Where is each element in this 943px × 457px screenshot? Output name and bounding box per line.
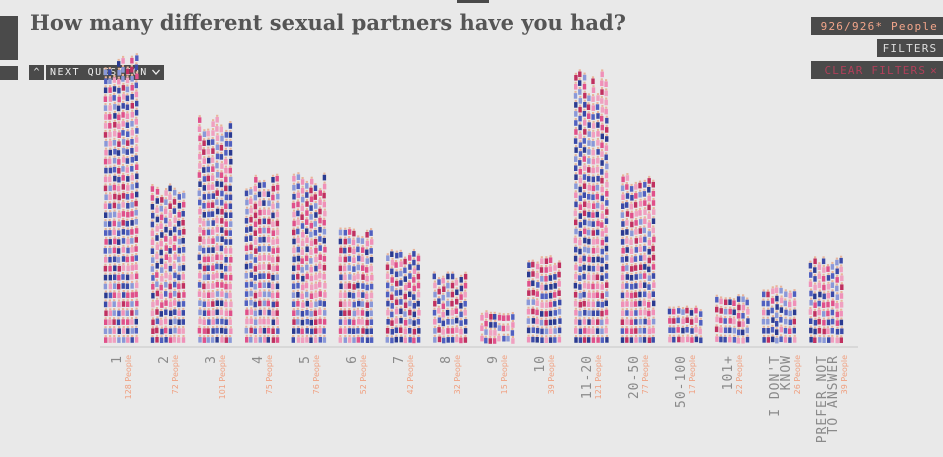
people-count-label: 926/926* People — [820, 19, 938, 33]
count-label-3: 101 People — [218, 355, 227, 399]
bar-15[interactable] — [761, 285, 797, 344]
question-title: How many different sexual partners have … — [30, 10, 626, 35]
category-label-11: 11-20 — [580, 355, 595, 399]
count-label-1: 128 People — [124, 355, 133, 399]
top-tab[interactable] — [457, 0, 489, 3]
count-label-10: 39 People — [547, 355, 556, 394]
count-label-9: 15 People — [500, 355, 509, 394]
bar-3[interactable] — [197, 114, 233, 343]
bar-1[interactable] — [103, 53, 139, 343]
category-label-16-line-2: TO ANSWER — [826, 355, 841, 434]
count-label-8: 32 People — [453, 355, 462, 394]
previous-question-button[interactable]: ^ — [29, 65, 44, 80]
category-label-9: 9 — [486, 355, 501, 364]
next-question-label: NEXT QUESTION — [50, 67, 148, 78]
chevron-up-icon: ^ — [33, 67, 40, 78]
bar-8[interactable] — [432, 271, 468, 344]
chevron-down-icon — [151, 67, 160, 78]
count-label-2: 72 People — [171, 355, 180, 394]
category-label-15-line-2: KNOW — [779, 355, 794, 390]
bar-14[interactable] — [714, 294, 750, 344]
count-label-11: 121 People — [594, 355, 603, 399]
category-label-7: 7 — [392, 355, 407, 364]
bar-12[interactable] — [620, 173, 656, 343]
bar-16[interactable] — [808, 255, 844, 344]
filters-label: FILTERS — [882, 41, 938, 55]
bar-2[interactable] — [150, 183, 186, 343]
clear-filters-button[interactable]: CLEAR FILTERS ✕ — [811, 61, 943, 79]
count-label-12: 77 People — [641, 355, 650, 394]
side-panel-tab-small[interactable] — [0, 66, 18, 80]
count-label-4: 75 People — [265, 355, 274, 394]
category-label-2: 2 — [157, 355, 172, 364]
category-label-12: 20-50 — [627, 355, 642, 399]
close-icon: ✕ — [930, 63, 938, 77]
clear-filters-label: CLEAR FILTERS — [824, 63, 927, 77]
people-count-badge: 926/926* People — [811, 17, 943, 35]
category-label-5: 5 — [298, 355, 313, 364]
bar-7[interactable] — [385, 248, 421, 344]
filters-button[interactable]: FILTERS — [877, 39, 943, 57]
side-panel-tab[interactable] — [0, 16, 18, 60]
count-label-16: 39 People — [840, 355, 849, 394]
category-label-13: 50-100 — [674, 355, 689, 408]
bars — [103, 53, 844, 344]
category-labels: 1 128 People 2 72 People 3 101 People 4 75 Peop… — [110, 355, 849, 443]
count-label-5: 76 People — [312, 355, 321, 394]
category-label-15-line-1: I DON'T — [768, 355, 783, 417]
bar-9[interactable] — [480, 310, 515, 344]
count-label-15: 26 People — [793, 355, 802, 394]
category-label-1: 1 — [110, 355, 125, 364]
bar-10[interactable] — [526, 255, 562, 343]
bar-6[interactable] — [338, 227, 374, 343]
bar-11[interactable] — [573, 69, 609, 343]
count-label-14: 22 People — [735, 355, 744, 394]
category-label-14: 101+ — [721, 355, 736, 390]
count-label-6: 52 People — [359, 355, 368, 394]
category-label-10: 10 — [533, 355, 548, 373]
category-label-4: 4 — [251, 355, 266, 364]
count-label-7: 42 People — [406, 355, 415, 394]
count-label-13: 17 People — [688, 355, 697, 394]
category-label-3: 3 — [204, 355, 219, 364]
bar-4[interactable] — [244, 173, 280, 343]
category-label-16-line-1: PREFER NOT — [815, 355, 830, 443]
bar-5[interactable] — [291, 172, 327, 343]
category-label-8: 8 — [439, 355, 454, 364]
category-label-6: 6 — [345, 355, 360, 364]
bar-13[interactable] — [667, 305, 703, 344]
